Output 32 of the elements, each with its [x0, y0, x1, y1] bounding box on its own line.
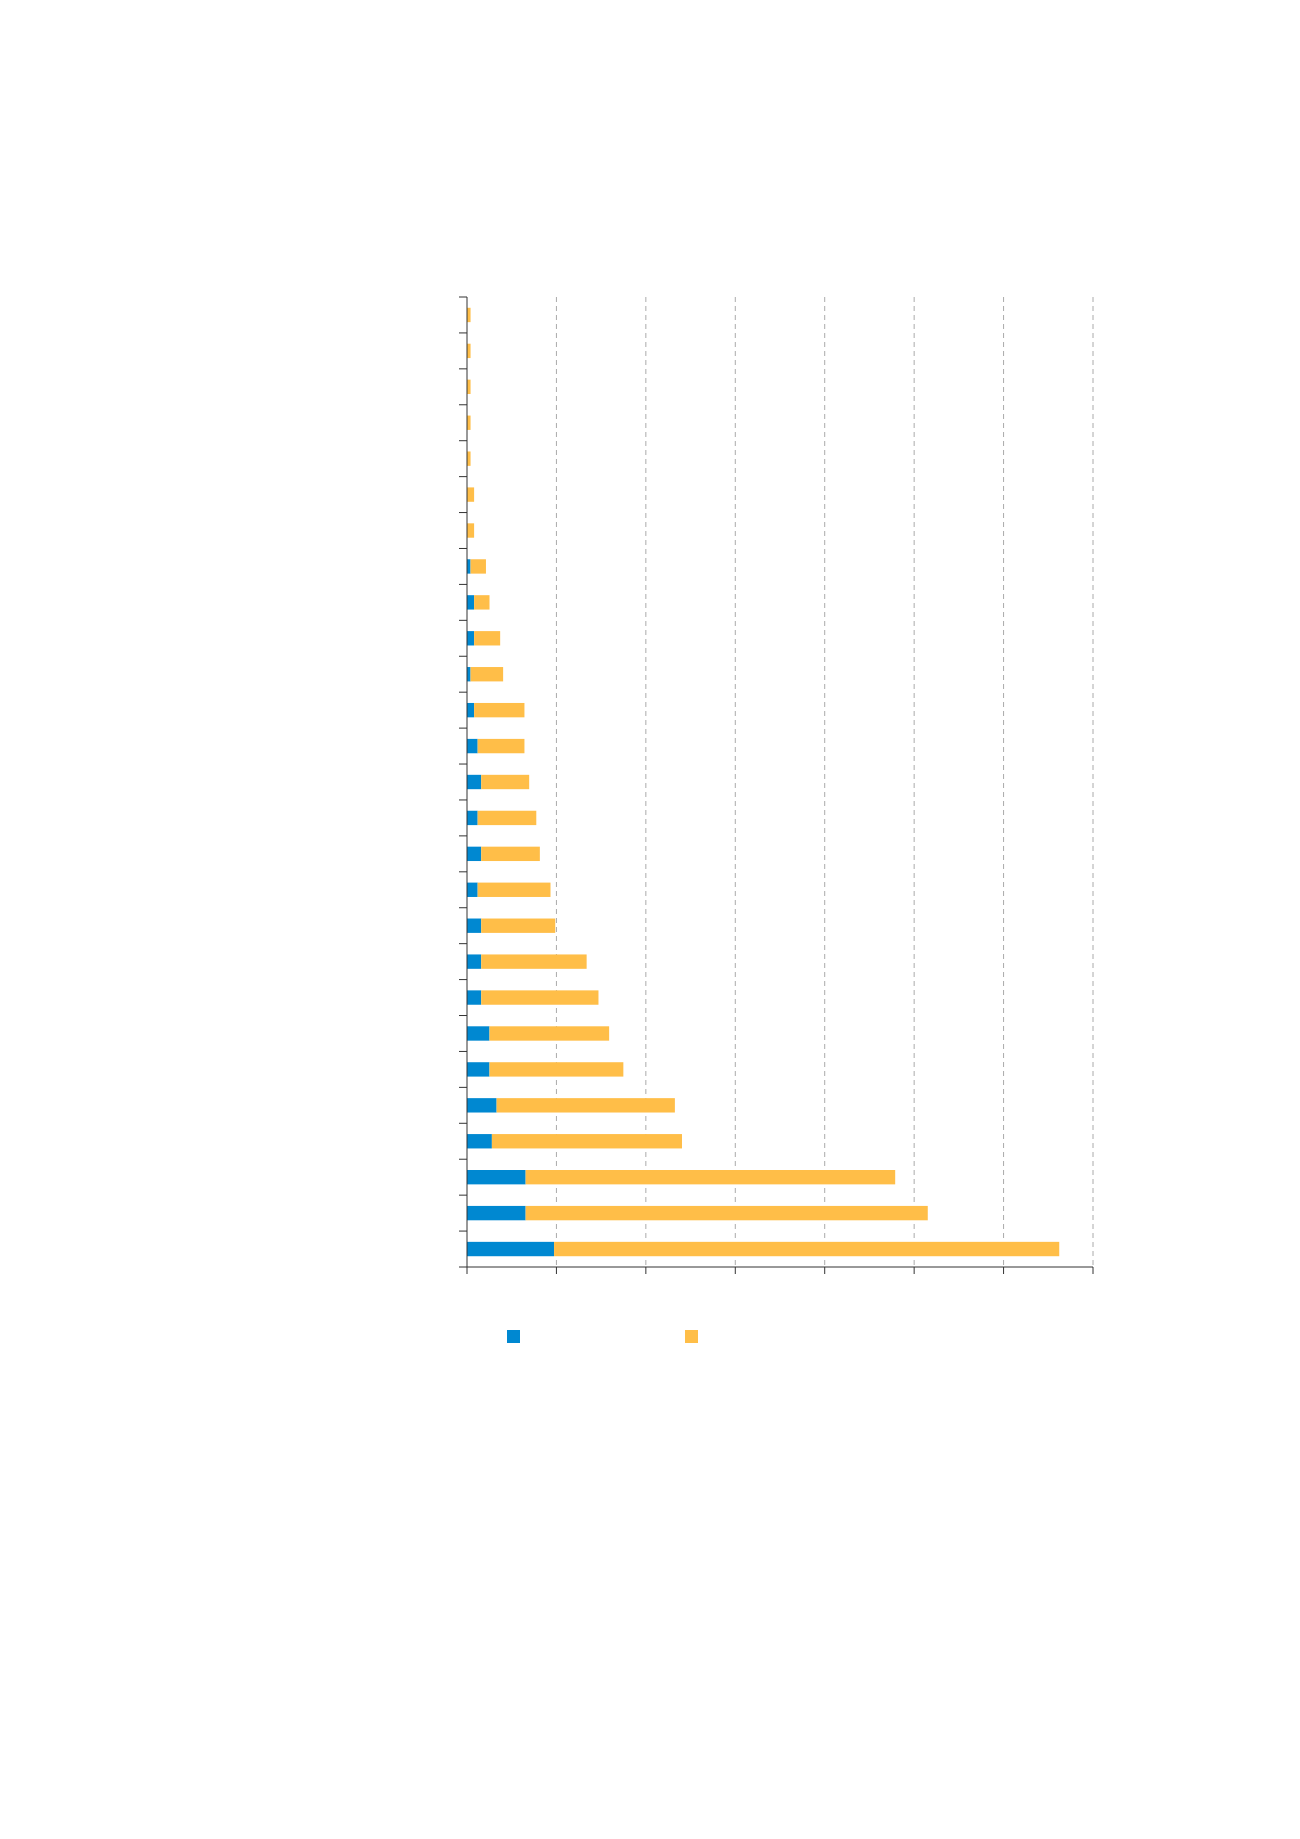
- bar: [470, 667, 504, 682]
- bar: [496, 1098, 675, 1113]
- bar: [467, 810, 478, 826]
- bar: [477, 882, 551, 897]
- bar: [481, 990, 599, 1005]
- bar: [554, 1241, 1060, 1257]
- bar: [467, 1026, 490, 1041]
- bar: [467, 738, 478, 754]
- bar: [467, 954, 482, 969]
- bar: [467, 990, 482, 1005]
- bar: [467, 1134, 492, 1149]
- bar: [474, 702, 525, 718]
- bar: [481, 954, 587, 969]
- bar: [489, 1026, 610, 1041]
- bar: [467, 882, 478, 897]
- bar: [467, 1241, 555, 1257]
- bar: [525, 1170, 896, 1185]
- bar: [477, 738, 525, 754]
- bar: [474, 595, 490, 610]
- bar: [467, 1205, 526, 1221]
- bar: [467, 1062, 490, 1077]
- bar: [481, 918, 556, 933]
- bar: [525, 1205, 928, 1221]
- bar: [489, 1062, 624, 1077]
- bar: [467, 1098, 497, 1113]
- bar: [491, 1134, 682, 1149]
- bar: [481, 846, 540, 862]
- bar: [467, 1170, 526, 1185]
- bar: [474, 631, 501, 646]
- bar: [477, 810, 537, 826]
- bar: [481, 774, 530, 790]
- bar: [470, 559, 486, 574]
